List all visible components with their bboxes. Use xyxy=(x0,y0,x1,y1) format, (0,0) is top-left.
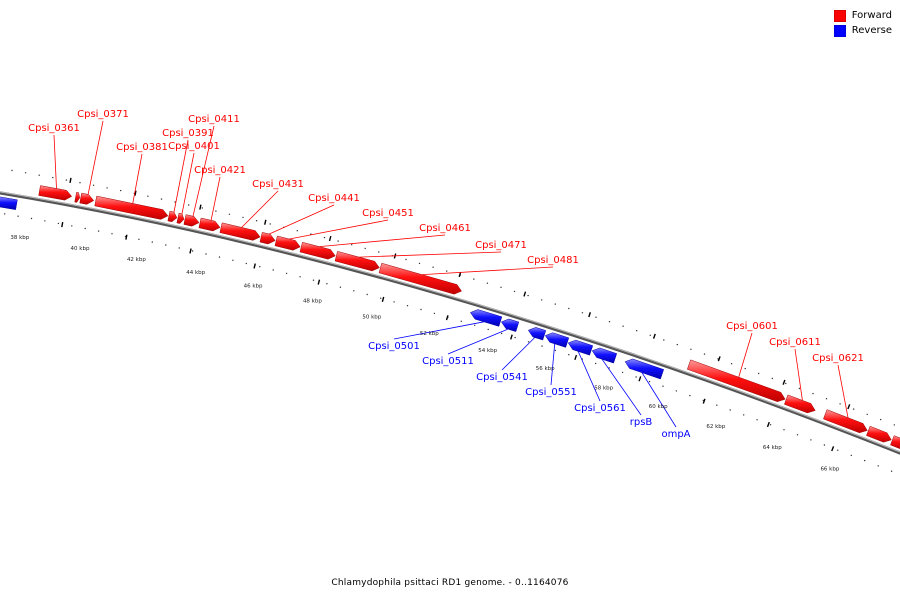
scale-label: 64 kbp xyxy=(763,445,782,451)
scale-label: 48 kbp xyxy=(303,299,322,305)
gene-label[interactable]: Cpsi_0471 xyxy=(475,240,527,251)
gene-label[interactable]: Cpsi_0441 xyxy=(308,193,360,204)
gene-label[interactable]: Cpsi_0501 xyxy=(368,341,420,352)
gene-label[interactable]: ompA xyxy=(661,429,690,440)
scale-label: 38 kbp xyxy=(10,235,29,241)
gene-cpsi-0411[interactable] xyxy=(183,214,200,227)
gene-label[interactable]: Cpsi_0401 xyxy=(168,141,220,152)
scale-label: 52 kbp xyxy=(420,331,439,337)
gene-cpsi-0371[interactable] xyxy=(79,192,95,205)
gene-cpsi-0431[interactable] xyxy=(219,222,261,241)
gene-cpsi-0421[interactable] xyxy=(198,217,221,232)
legend-reverse[interactable]: Reverse xyxy=(833,23,892,38)
scale-label: 62 kbp xyxy=(706,424,725,430)
gene-cpsi-0361[interactable] xyxy=(38,185,73,201)
scale-label: 44 kbp xyxy=(186,270,205,276)
gene-cpsi-0501[interactable] xyxy=(470,309,503,327)
gene-label[interactable]: Cpsi_0511 xyxy=(422,356,474,367)
gene-cpsi-0601[interactable] xyxy=(687,359,786,402)
gene-fragment[interactable] xyxy=(866,425,892,443)
gene-cpsi-0471[interactable] xyxy=(334,251,380,272)
gene-label[interactable]: Cpsi_0371 xyxy=(77,109,129,120)
reverse-swatch xyxy=(833,24,846,37)
scale-label: 42 kbp xyxy=(127,257,146,263)
gene-label[interactable]: Cpsi_0601 xyxy=(726,321,778,332)
gene-label[interactable]: Cpsi_0391 xyxy=(162,128,214,139)
gene-label[interactable]: Cpsi_0461 xyxy=(419,223,471,234)
gene-label[interactable]: Cpsi_0621 xyxy=(812,353,864,364)
scale-label: 50 kbp xyxy=(362,315,381,321)
gene-label[interactable]: Cpsi_0361 xyxy=(28,123,80,134)
gene-cpsi-0561[interactable] xyxy=(567,339,594,356)
gene-label[interactable]: Cpsi_0421 xyxy=(194,165,246,176)
gene-cpsi-0551[interactable] xyxy=(544,332,570,348)
scale-label: 46 kbp xyxy=(244,284,263,290)
gene-cpsi-0441[interactable] xyxy=(259,232,276,245)
gene-label[interactable]: Cpsi_0481 xyxy=(527,255,579,266)
gene-cpsi-0511[interactable] xyxy=(500,318,520,332)
gene-label[interactable]: Cpsi_0611 xyxy=(769,337,821,348)
gene-label[interactable]: Cpsi_0411 xyxy=(188,114,240,125)
legend-reverse-label: Reverse xyxy=(851,25,892,36)
genome-title: Chlamydophila psittaci RD1 genome. - 0..… xyxy=(331,578,569,588)
gene-ompa[interactable] xyxy=(624,358,665,380)
gene-cpsi-0481[interactable] xyxy=(378,262,462,295)
scale-label: 58 kbp xyxy=(594,385,613,391)
gene-label[interactable]: Cpsi_0551 xyxy=(525,387,577,398)
legend-forward[interactable]: Forward xyxy=(833,8,892,23)
legend-forward-label: Forward xyxy=(851,10,892,21)
scale-label: 54 kbp xyxy=(478,348,497,354)
gene-label[interactable]: Cpsi_0561 xyxy=(574,403,626,414)
gene-cpsi-0391[interactable] xyxy=(167,210,178,223)
scale-label: 60 kbp xyxy=(649,404,668,410)
gene-fragment[interactable] xyxy=(0,196,18,210)
gene-cpsi-0461[interactable] xyxy=(299,241,336,260)
gene-fragment[interactable] xyxy=(74,191,80,203)
gene-label[interactable]: Cpsi_0451 xyxy=(362,208,414,219)
gene-label[interactable]: Cpsi_0381 xyxy=(116,142,168,153)
scale-label: 66 kbp xyxy=(820,467,839,473)
gene-label[interactable]: Cpsi_0541 xyxy=(476,372,528,383)
gene-fragment[interactable] xyxy=(890,435,900,449)
gene-label[interactable]: rpsB xyxy=(630,417,653,428)
legend: Forward Reverse xyxy=(833,8,892,38)
gene-cpsi-0451[interactable] xyxy=(274,235,301,251)
gene-cpsi-0541[interactable] xyxy=(527,327,547,341)
gene-cpsi-0621[interactable] xyxy=(823,409,868,434)
gene-cpsi-0611[interactable] xyxy=(784,394,816,414)
scale-label: 40 kbp xyxy=(71,246,90,252)
gene-cpsi-0401[interactable] xyxy=(176,212,185,224)
gene-label[interactable]: Cpsi_0431 xyxy=(252,179,304,190)
genome-backbone xyxy=(0,191,900,455)
scale-label: 56 kbp xyxy=(536,366,555,372)
forward-swatch xyxy=(833,9,846,22)
gene-rpsb[interactable] xyxy=(591,347,618,364)
gene-cpsi-0381[interactable] xyxy=(94,195,169,220)
